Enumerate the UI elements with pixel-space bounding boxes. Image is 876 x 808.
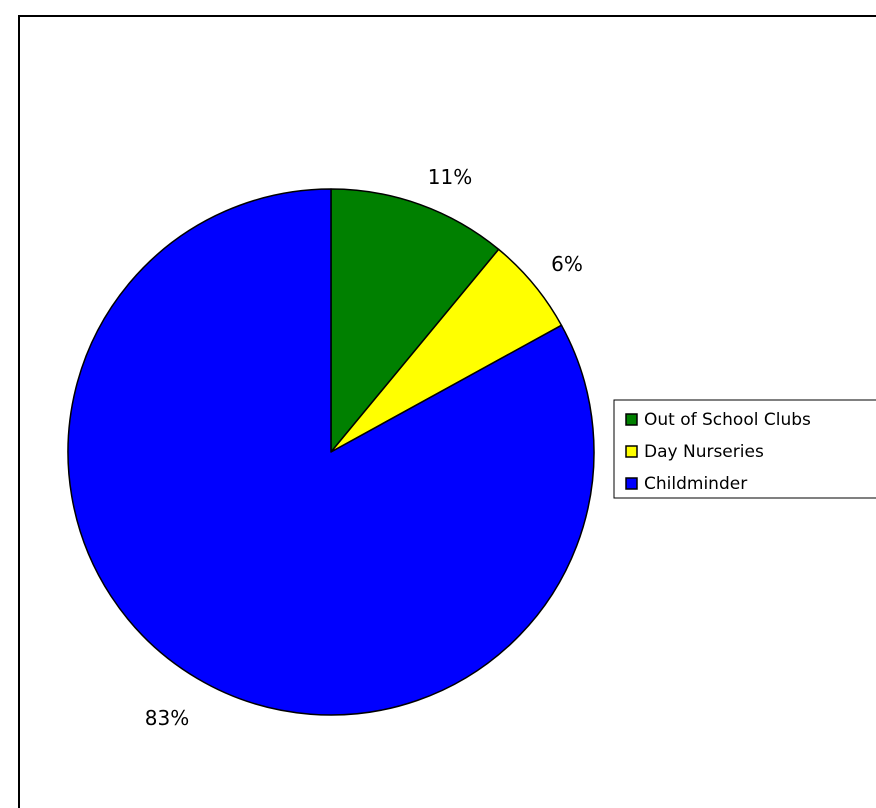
legend-box (613, 399, 876, 499)
percentage-labels: 11% 6% 83% (145, 165, 583, 730)
legend-swatch-out-of-school-clubs (625, 413, 638, 426)
pie-slice-childminder (67, 188, 595, 716)
pie-slice-out-of-school-clubs (330, 188, 500, 453)
slice-label-out-of-school-clubs: 11% (428, 165, 472, 189)
legend-label-out-of-school-clubs: Out of School Clubs (644, 410, 811, 430)
pie-slices (67, 188, 595, 716)
slice-label-childminder: 83% (145, 706, 189, 730)
legend: Out of School Clubs Day Nurseries Childmin… (613, 399, 876, 499)
legend-label-childminder: Childminder (644, 474, 747, 494)
legend-swatch-childminder (625, 477, 638, 490)
legend-swatch-day-nurseries (625, 445, 638, 458)
slice-label-day-nurseries: 6% (551, 252, 583, 276)
legend-label-day-nurseries: Day Nurseries (644, 442, 764, 462)
